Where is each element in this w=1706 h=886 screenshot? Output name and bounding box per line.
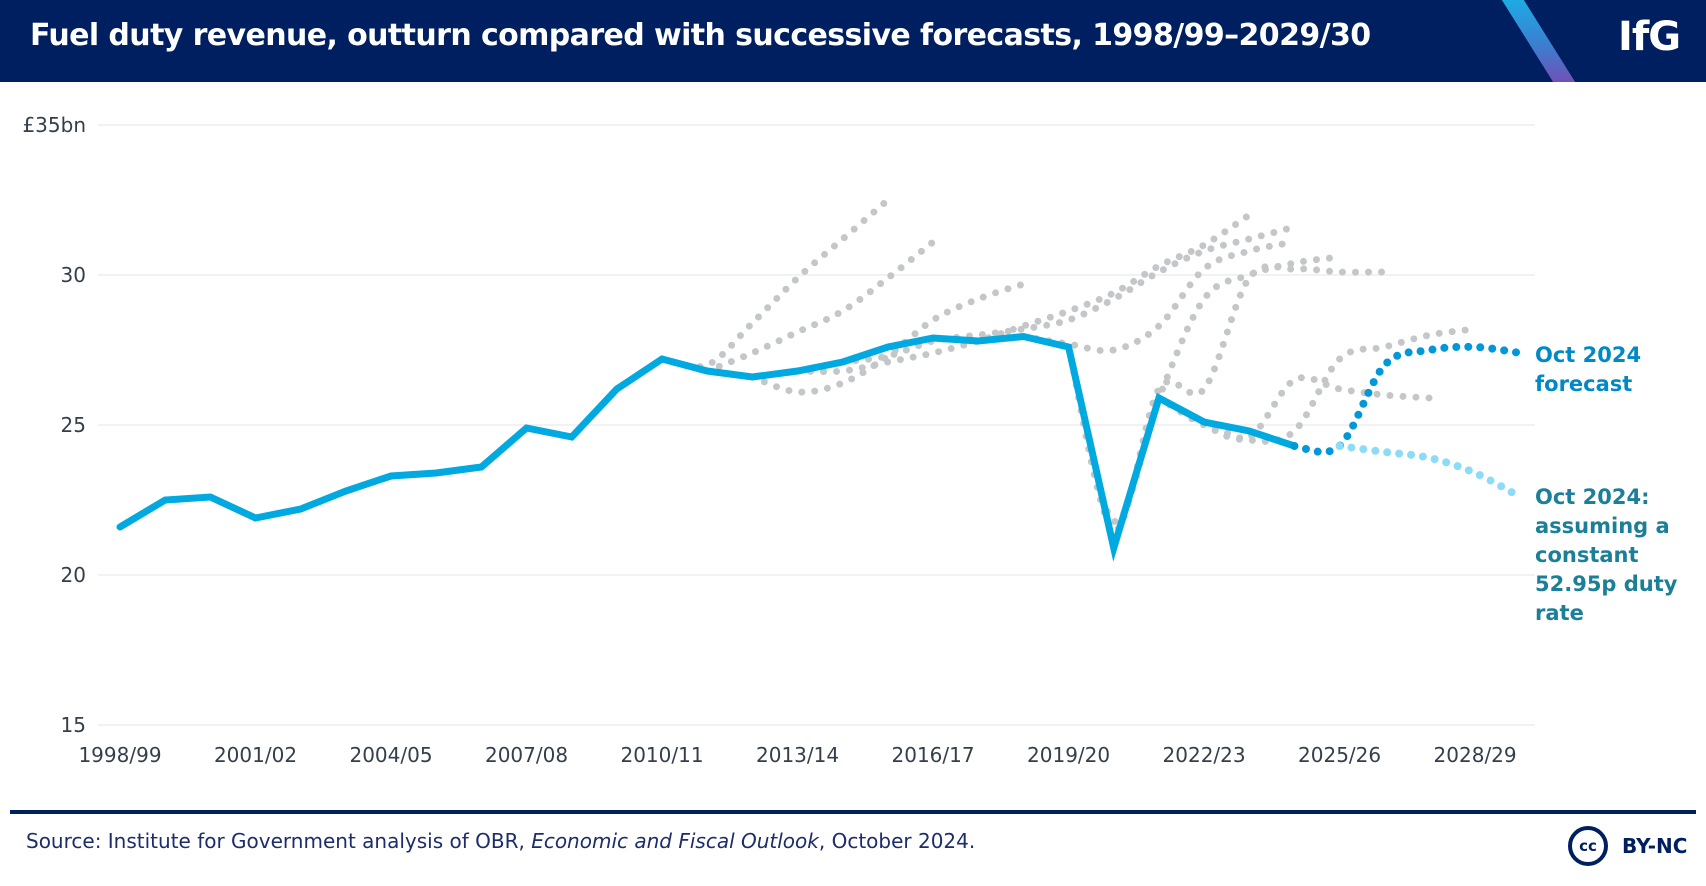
footer-divider bbox=[10, 810, 1696, 814]
x-tick-label: 2028/29 bbox=[1434, 743, 1517, 767]
x-tick-label: 2010/11 bbox=[620, 743, 703, 767]
series-line-past-forecast-6 bbox=[1019, 238, 1298, 355]
annotation-oct2024-forecast: Oct 2024 forecast bbox=[1535, 343, 1642, 396]
series-line-past-forecast-7 bbox=[1065, 262, 1389, 534]
x-axis-ticks: 1998/99 2001/02 2004/05 2007/08 2010/11 2013/… bbox=[78, 743, 1516, 767]
series-line-constant-rate bbox=[1335, 442, 1525, 501]
x-tick-label: 2013/14 bbox=[756, 743, 839, 767]
y-tick-label: 30 bbox=[61, 263, 86, 287]
logo-stripe-icon bbox=[1495, 0, 1587, 82]
y-tick-label: 25 bbox=[61, 413, 86, 437]
y-tick-label: 20 bbox=[61, 563, 86, 587]
series-line-past-forecast-2 bbox=[703, 238, 937, 375]
source-publication: Economic and Fiscal Outlook bbox=[531, 829, 819, 853]
series-line-past-forecast-5 bbox=[839, 223, 1298, 366]
series-line-past-forecast-4 bbox=[794, 211, 1253, 376]
series-line-past-forecast-1 bbox=[658, 196, 892, 371]
chart-plot: £35bn 30 25 20 15 1998/99 2001/02 2004/05 2007/… bbox=[22, 113, 1535, 767]
source-prefix: Source: Institute for Government analysi… bbox=[26, 829, 532, 853]
past-forecast-series bbox=[658, 196, 1479, 534]
series-line-outturn bbox=[116, 332, 1298, 562]
ifg-logo: IfG bbox=[1618, 14, 1681, 60]
x-tick-label: 2025/26 bbox=[1298, 743, 1381, 767]
y-tick-label: £35bn bbox=[22, 113, 86, 137]
main-series bbox=[116, 332, 1525, 562]
x-tick-label: 2001/02 bbox=[214, 743, 297, 767]
x-tick-label: 1998/99 bbox=[78, 743, 161, 767]
x-tick-label: 2016/17 bbox=[892, 743, 975, 767]
x-tick-label: 2007/08 bbox=[485, 743, 568, 767]
series-line-past-forecast-9 bbox=[1155, 374, 1434, 443]
cc-icon: cc bbox=[1568, 826, 1608, 866]
x-tick-label: 2004/05 bbox=[349, 743, 432, 767]
gridlines bbox=[98, 124, 1535, 726]
series-line-oct-2024-forecast bbox=[1290, 342, 1525, 456]
license-label: BY-NC bbox=[1622, 834, 1688, 858]
series-line-past-forecast-10 bbox=[1200, 325, 1479, 445]
annotation-constant-rate: Oct 2024: assuming a constant 52.95p dut… bbox=[1535, 485, 1678, 625]
y-tick-label: 15 bbox=[61, 713, 86, 737]
chart-header: Fuel duty revenue, outturn compared with… bbox=[0, 0, 1706, 82]
y-axis-ticks: £35bn 30 25 20 15 bbox=[22, 113, 86, 737]
source-suffix: , October 2024. bbox=[818, 829, 976, 853]
x-tick-label: 2019/20 bbox=[1027, 743, 1110, 767]
x-tick-label: 2022/23 bbox=[1163, 743, 1246, 767]
chart-title: Fuel duty revenue, outturn compared with… bbox=[30, 18, 1371, 53]
source-note: Source: Institute for Government analysi… bbox=[26, 829, 975, 853]
